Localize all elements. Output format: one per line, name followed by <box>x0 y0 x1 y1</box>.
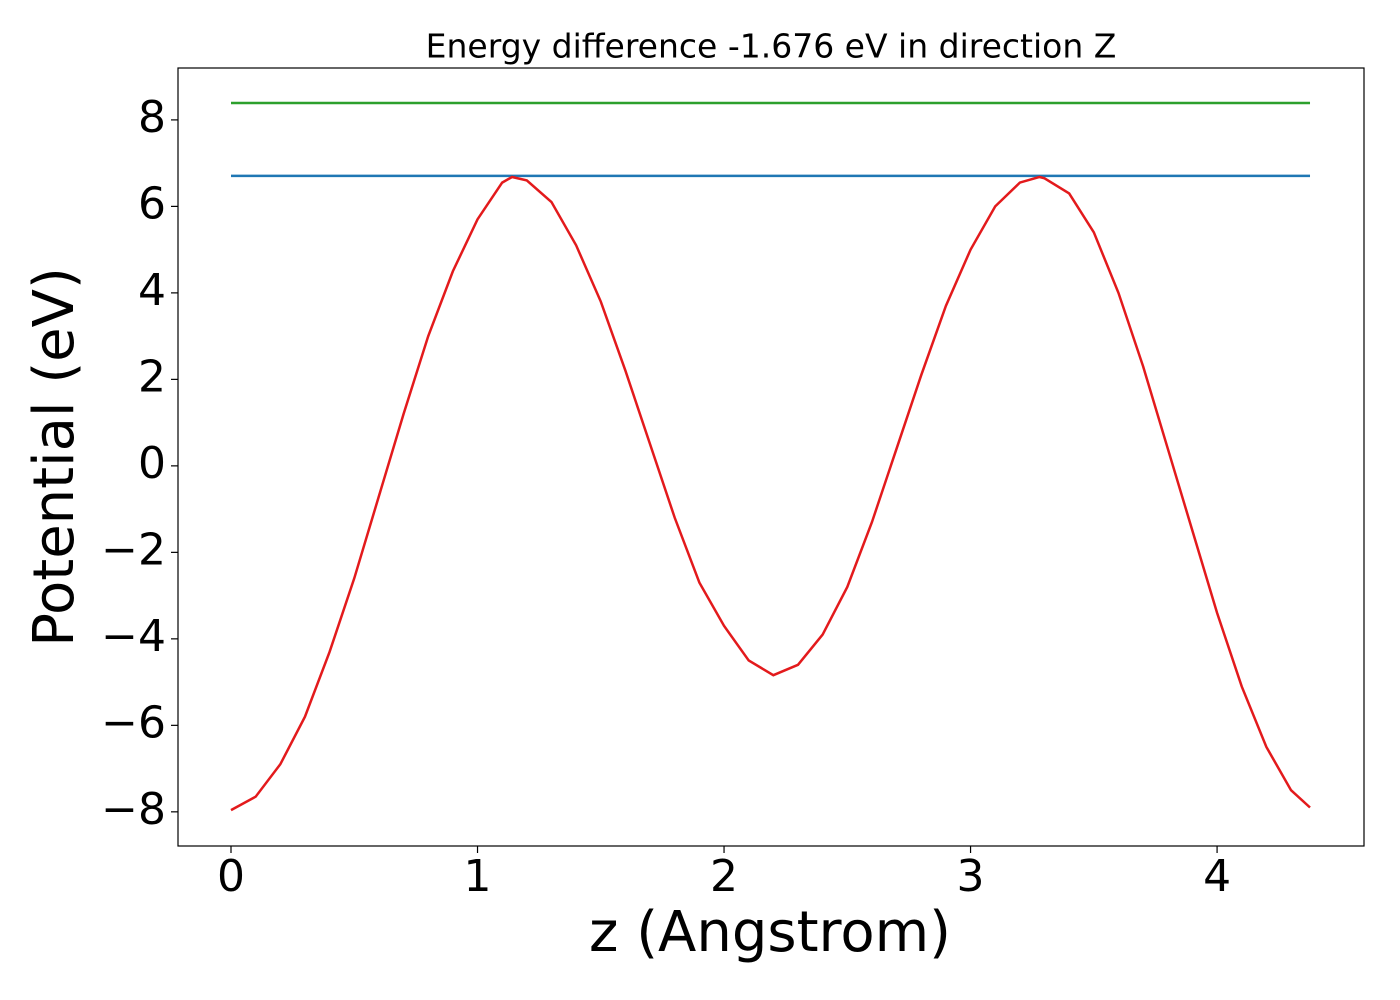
y-tick-label: 8 <box>138 92 166 143</box>
y-tick-label: 4 <box>138 265 166 316</box>
y-tick-label: −8 <box>101 784 166 835</box>
x-tick-label: 0 <box>217 851 245 902</box>
plot-frame <box>177 67 1365 847</box>
y-tick-label: 0 <box>138 438 166 489</box>
y-tick-label: 6 <box>138 178 166 229</box>
chart-title: Energy difference -1.676 eV in direction… <box>426 27 1117 66</box>
line <box>230 175 1311 812</box>
y-tick-label: −4 <box>101 611 166 662</box>
x-tick-label: 4 <box>1203 851 1231 902</box>
x-tick-label: 2 <box>710 851 738 902</box>
y-tick-label: 2 <box>138 351 166 402</box>
y-axis-label: Potential (eV) <box>22 267 87 647</box>
y-tick-label: −6 <box>101 697 166 748</box>
y-tick-label: −2 <box>101 524 166 575</box>
x-tick-label: 3 <box>957 851 985 902</box>
x-tick-label: 1 <box>464 851 492 902</box>
x-axis-label: z (Angstrom) <box>589 900 951 965</box>
